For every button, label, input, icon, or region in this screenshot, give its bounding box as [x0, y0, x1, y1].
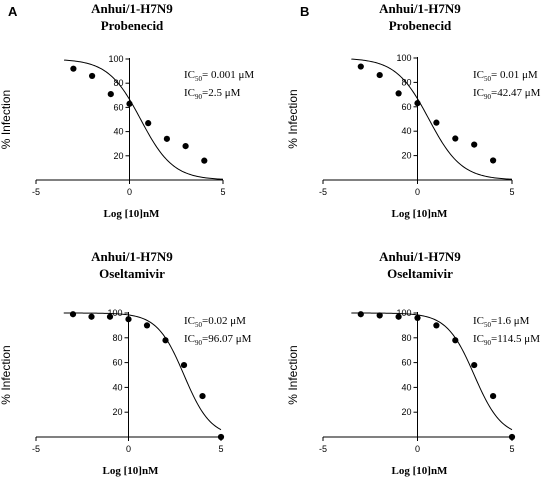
y-tick-label: 100: [396, 53, 411, 63]
y-tick-label: 100: [108, 54, 123, 64]
x-tick-label: 5: [218, 444, 223, 454]
y-tick-label: 100: [396, 308, 411, 318]
data-point: [162, 337, 169, 344]
x-tick-label: 5: [509, 444, 514, 454]
data-point: [145, 120, 152, 127]
ic-annotation-90: IC90=96.07 μM: [184, 333, 252, 347]
y-tick-label: 60: [112, 358, 122, 368]
chart-title: Anhui/1-H7N9: [379, 1, 461, 16]
data-point: [433, 119, 440, 126]
fit-curve: [351, 58, 513, 180]
ic-annotation-90: IC90=2.5 μM: [184, 87, 241, 101]
y-tick-label: 100: [107, 308, 122, 318]
data-point: [199, 392, 206, 400]
data-point: [180, 361, 188, 369]
y-tick-label: 40: [401, 382, 411, 392]
data-point: [376, 71, 383, 79]
x-tick-label: -5: [32, 187, 40, 197]
fit-curve: [351, 312, 513, 431]
chart-title: Anhui/1-H7N9: [91, 1, 173, 16]
x-tick-label: 0: [127, 187, 132, 197]
x-tick-label: 0: [415, 187, 420, 197]
x-axis-label: Log [10]nM: [104, 208, 161, 220]
y-tick-label: 80: [401, 333, 411, 343]
y-axis-label: % Infection: [0, 345, 13, 404]
data-point: [395, 313, 402, 320]
data-point: [490, 392, 497, 400]
y-tick-label: 40: [113, 127, 123, 137]
data-point: [125, 316, 132, 323]
data-point: [201, 157, 208, 164]
data-point: [89, 72, 96, 80]
chart-panel-4: Anhui/1-H7N9 Oseltamivir -5 0 5 20 40 60 80 100 Lo…: [286, 249, 540, 477]
chart-title: Anhui/1-H7N9: [91, 249, 173, 264]
x-axis-label: Log [10]nM: [392, 465, 449, 477]
y-tick-label: 40: [401, 126, 411, 136]
ic-annotation-50: IC50= 0.01 μM: [473, 69, 538, 83]
data-point: [217, 433, 225, 441]
data-point: [376, 312, 383, 319]
y-tick-label: 40: [112, 382, 122, 392]
chart-panel-3: Anhui/1-H7N9 Oseltamivir -5 0 5 20 40 60 80 100 Lo…: [0, 249, 252, 477]
ic-annotation-90: IC90=114.5 μM: [473, 333, 540, 347]
data-point: [70, 65, 77, 72]
x-tick-label: 0: [415, 444, 420, 454]
x-axis-label: Log [10]nM: [392, 208, 449, 220]
chart-title: Anhui/1-H7N9: [379, 249, 461, 264]
x-tick-label: -5: [32, 444, 40, 454]
data-point: [395, 90, 402, 97]
data-point: [69, 311, 77, 318]
data-point: [414, 314, 421, 322]
x-tick-label: 5: [509, 187, 514, 197]
data-point: [143, 322, 151, 329]
data-point: [126, 100, 133, 107]
y-tick-label: 20: [112, 407, 122, 417]
fit-curve: [63, 312, 222, 431]
data-point: [414, 100, 421, 107]
chart-subtitle: Oseltamivir: [99, 266, 165, 281]
x-tick-label: 0: [126, 444, 131, 454]
data-point: [471, 141, 478, 148]
y-tick-label: 60: [113, 102, 123, 112]
ic-annotation-90: IC90=42.47 μM: [473, 87, 541, 101]
data-point: [433, 322, 440, 329]
x-tick-label: 5: [220, 187, 225, 197]
chart-subtitle: Probenecid: [101, 18, 164, 33]
data-point: [163, 135, 170, 142]
panel-letter: A: [8, 4, 18, 19]
ic-annotation-50: IC50=1.6 μM: [473, 315, 530, 329]
data-point: [182, 143, 189, 150]
panel-letter: B: [300, 4, 309, 19]
chart-subtitle: Probenecid: [389, 18, 452, 33]
y-axis-label: % Infection: [286, 89, 300, 148]
fit-curve: [64, 59, 224, 180]
data-point: [471, 361, 478, 369]
data-point: [357, 311, 364, 318]
y-tick-label: 20: [113, 151, 123, 161]
chart-subtitle: Oseltamivir: [387, 266, 453, 281]
x-tick-label: -5: [319, 444, 327, 454]
data-point: [357, 63, 364, 70]
x-axis-label: Log [10]nM: [103, 465, 160, 477]
y-tick-label: 80: [112, 333, 122, 343]
x-tick-label: -5: [319, 187, 327, 197]
data-point: [106, 313, 114, 320]
ic-annotation-50: IC50= 0.001 μM: [184, 69, 254, 83]
data-point: [88, 313, 95, 320]
y-axis-label: % Infection: [286, 345, 300, 404]
y-tick-label: 60: [401, 102, 411, 112]
data-point: [452, 337, 459, 344]
y-tick-label: 20: [401, 407, 411, 417]
ic-annotation-50: IC50=0.02 μM: [184, 315, 246, 329]
data-point: [452, 135, 459, 142]
y-tick-label: 60: [401, 358, 411, 368]
y-tick-label: 20: [401, 151, 411, 161]
y-axis-label: % Infection: [0, 90, 13, 149]
data-point: [490, 157, 497, 164]
data-point: [107, 90, 114, 98]
data-point: [508, 433, 516, 441]
